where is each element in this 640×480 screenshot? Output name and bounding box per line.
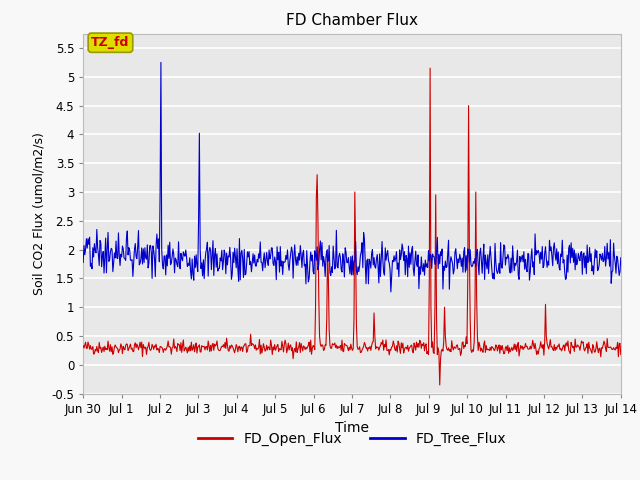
Text: TZ_fd: TZ_fd <box>92 36 130 49</box>
Legend: FD_Open_Flux, FD_Tree_Flux: FD_Open_Flux, FD_Tree_Flux <box>192 426 512 452</box>
Title: FD Chamber Flux: FD Chamber Flux <box>286 13 418 28</box>
X-axis label: Time: Time <box>335 421 369 435</box>
Y-axis label: Soil CO2 Flux (umol/m2/s): Soil CO2 Flux (umol/m2/s) <box>33 132 45 295</box>
